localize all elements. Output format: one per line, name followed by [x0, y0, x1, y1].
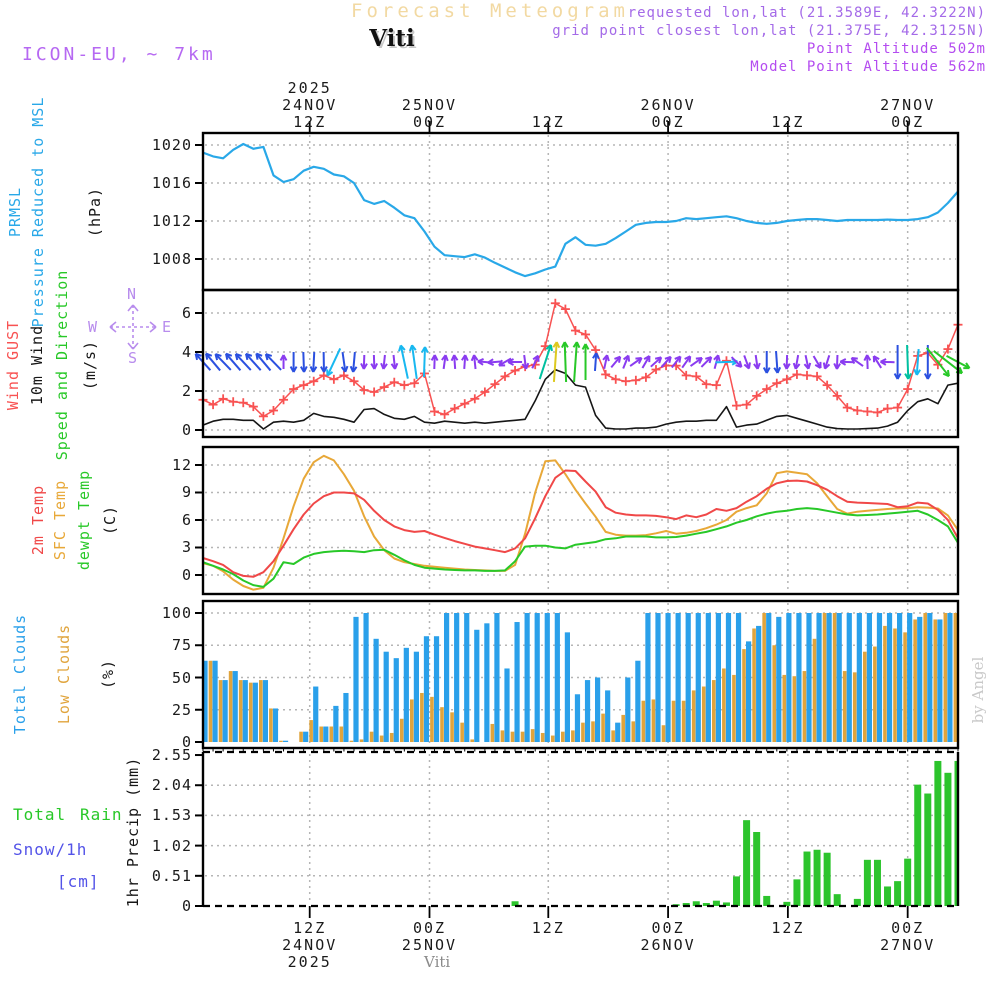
- compass-south-label: S: [128, 349, 138, 367]
- precip-cm-label: [cm]: [57, 872, 100, 891]
- pressure-panel: [201, 131, 960, 292]
- grid-point-lonlat: grid point closest lon,lat (21.375E, 42.…: [552, 23, 986, 39]
- precip-rain-label: Rain: [80, 805, 123, 824]
- temperature-panel: [201, 445, 960, 596]
- compass-west-label: W: [88, 318, 98, 336]
- requested-lonlat: requested lon,lat (21.3589E, 42.3222N): [627, 5, 986, 21]
- compass-icon: [109, 304, 157, 350]
- point-altitude: Point Altitude 502m: [806, 41, 986, 57]
- page-title: Forecast Meteogram: [351, 0, 629, 22]
- precip-total-label: Total: [13, 805, 67, 824]
- axis-ticks: [195, 121, 909, 918]
- wind-panel: [194, 288, 971, 439]
- precip-snow-label: Snow/1h: [13, 840, 88, 859]
- station-name: Viti: [369, 25, 415, 52]
- compass-east-label: E: [162, 318, 172, 336]
- model-point-altitude: Model Point Altitude 562m: [750, 59, 986, 75]
- precip-panel: [201, 750, 960, 908]
- clouds-panel: [201, 599, 960, 752]
- header-coordinates: requested lon,lat (21.3589E, 42.3222N) g…: [552, 4, 986, 76]
- station-watermark: Viti: [424, 953, 451, 971]
- compass-north-label: N: [127, 285, 137, 303]
- model-name: ICON-EU, ~ 7km: [22, 44, 216, 65]
